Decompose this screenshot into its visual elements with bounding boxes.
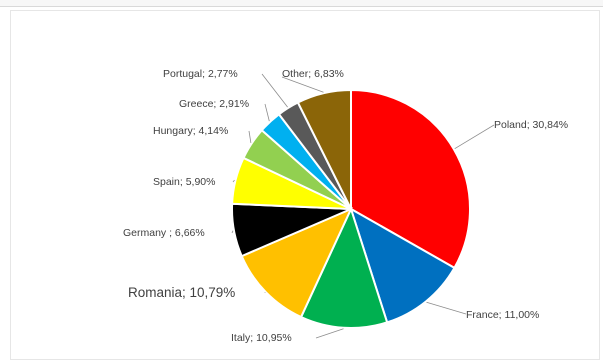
data-label-italy: Italy; 10,95% [231,332,292,344]
leader-line-greece [264,103,270,122]
pie-slice-romania [240,207,354,319]
leader-line-portugal [261,73,288,108]
pie-slice-france [349,206,456,324]
leader-line-poland [454,124,495,150]
data-label-germany: Germany ; 6,66% [123,227,205,239]
pie-slices [231,88,472,329]
data-label-hungary: Hungary; 4,14% [153,125,228,137]
data-label-other: Other; 6,83% [282,68,344,80]
leader-line-other [281,76,324,93]
data-label-greece: Greece; 2,91% [179,98,249,110]
data-label-france: France; 11,00% [466,309,539,321]
pie-slice-poland [350,88,472,270]
chart-area [10,10,600,360]
leader-line-italy [315,328,344,339]
leader-line-france [426,301,467,315]
leader-line-spain [232,179,235,183]
data-label-poland: Poland; 30,84% [494,119,568,131]
leader-line-hungary [248,130,252,143]
label-leader-lines [231,73,495,339]
data-label-portugal: Portugal; 2,77% [163,68,238,80]
pie-slice-other [296,88,352,210]
window-top-edge [0,0,603,7]
data-label-romania: Romania; 10,79% [128,285,235,300]
data-labels: Poland; 30,84% France; 11,00% Italy; 10,95… [123,68,568,344]
pie-slice-italy [299,206,389,329]
leader-line-germany [231,230,234,234]
data-label-spain: Spain; 5,90% [153,176,215,188]
